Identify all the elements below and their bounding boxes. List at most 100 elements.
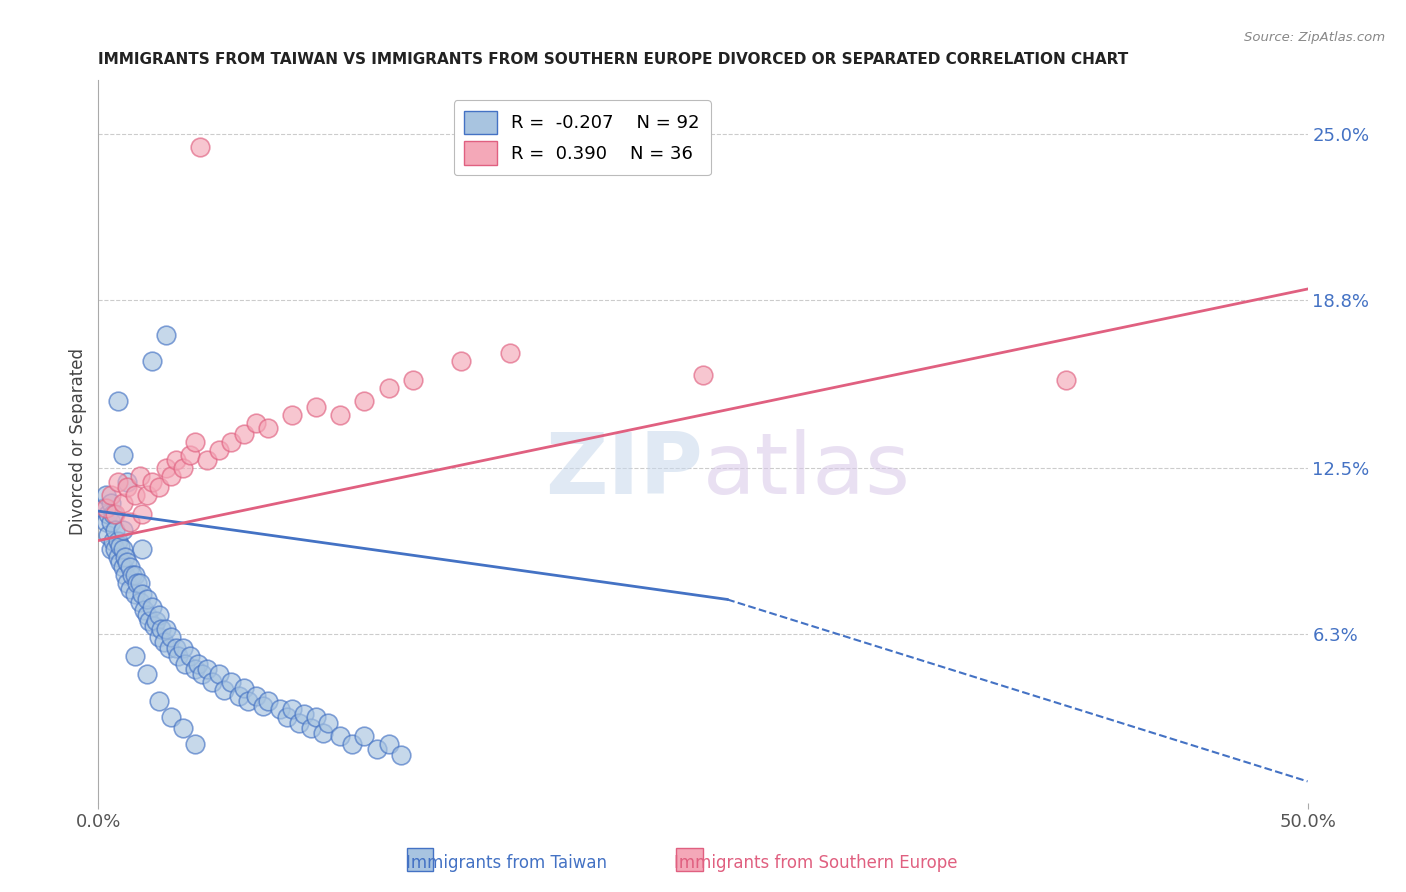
Point (402, 373, 425, 387)
Text: atlas: atlas (703, 429, 911, 512)
Point (342, 737, 364, 751)
Point (201, 675, 224, 690)
Point (141, 475, 163, 489)
Point (128, 576, 150, 591)
Point (212, 683, 235, 698)
Point (101, 533, 124, 548)
Point (101, 507, 124, 521)
Point (184, 434, 207, 449)
Text: Immigrants from Taiwan: Immigrants from Taiwan (406, 855, 606, 872)
Text: ZIP: ZIP (546, 429, 703, 512)
Point (184, 662, 207, 676)
Point (145, 614, 167, 628)
Point (107, 394, 129, 409)
Point (111, 523, 134, 537)
Point (148, 608, 170, 623)
Text: IMMIGRANTS FROM TAIWAN VS IMMIGRANTS FROM SOUTHERN EUROPE DIVORCED OR SEPARATED : IMMIGRANTS FROM TAIWAN VS IMMIGRANTS FRO… (98, 52, 1129, 67)
Legend: R =  -0.207    N = 92, R =  0.390    N = 36: R = -0.207 N = 92, R = 0.390 N = 36 (454, 100, 710, 176)
Point (108, 555, 131, 569)
Point (131, 541, 153, 556)
Point (188, 140, 211, 154)
Point (353, 394, 375, 409)
Point (195, 453, 218, 467)
Point (165, 453, 187, 467)
Point (172, 721, 194, 735)
Point (252, 699, 274, 714)
Point (114, 568, 136, 582)
Point (135, 488, 157, 502)
Point (107, 549, 129, 564)
Point (281, 702, 304, 716)
Point (111, 496, 134, 510)
Point (269, 702, 291, 716)
Point (135, 608, 157, 623)
Point (208, 667, 231, 681)
Point (117, 576, 139, 591)
Text: Source: ZipAtlas.com: Source: ZipAtlas.com (1244, 31, 1385, 45)
Point (111, 448, 134, 462)
Point (329, 729, 352, 743)
Point (692, 368, 714, 382)
Point (150, 622, 173, 636)
Point (124, 587, 146, 601)
Point (172, 461, 194, 475)
Point (114, 549, 136, 564)
Point (118, 515, 141, 529)
Point (124, 568, 146, 582)
Point (366, 742, 388, 756)
Point (232, 681, 254, 695)
Point (160, 630, 183, 644)
Point (94, 488, 117, 502)
Point (195, 662, 218, 676)
Point (208, 442, 231, 457)
Point (179, 648, 201, 663)
FancyBboxPatch shape (676, 848, 703, 871)
Point (141, 354, 163, 368)
Point (141, 600, 163, 615)
Point (221, 434, 243, 449)
Point (100, 488, 122, 502)
Point (305, 710, 328, 724)
Point (111, 560, 134, 574)
Point (97, 507, 120, 521)
Text: Immigrants from Southern Europe: Immigrants from Southern Europe (673, 855, 957, 872)
Point (117, 555, 139, 569)
Point (135, 667, 157, 681)
Point (179, 448, 201, 462)
Point (100, 515, 122, 529)
Point (131, 587, 153, 601)
Point (117, 480, 139, 494)
Point (104, 507, 127, 521)
Point (292, 707, 315, 722)
Point (107, 533, 129, 548)
Point (148, 630, 170, 644)
Point (104, 541, 127, 556)
Point (238, 694, 260, 708)
Point (91, 501, 114, 516)
Point (312, 726, 335, 740)
Point (117, 475, 139, 489)
Point (165, 640, 187, 655)
Point (174, 657, 197, 671)
Point (389, 747, 412, 762)
Point (111, 541, 134, 556)
Point (128, 469, 150, 483)
Point (100, 496, 122, 510)
Point (94, 515, 117, 529)
Point (100, 541, 122, 556)
Point (152, 635, 174, 649)
Point (187, 657, 209, 671)
Point (172, 640, 194, 655)
Point (107, 475, 129, 489)
Point (191, 667, 214, 681)
Point (134, 603, 156, 617)
Point (256, 421, 278, 435)
Point (276, 710, 298, 724)
Point (167, 648, 190, 663)
Point (124, 488, 146, 502)
Point (124, 648, 146, 663)
Point (128, 595, 150, 609)
Point (155, 327, 177, 342)
Point (143, 619, 166, 633)
FancyBboxPatch shape (406, 848, 433, 871)
